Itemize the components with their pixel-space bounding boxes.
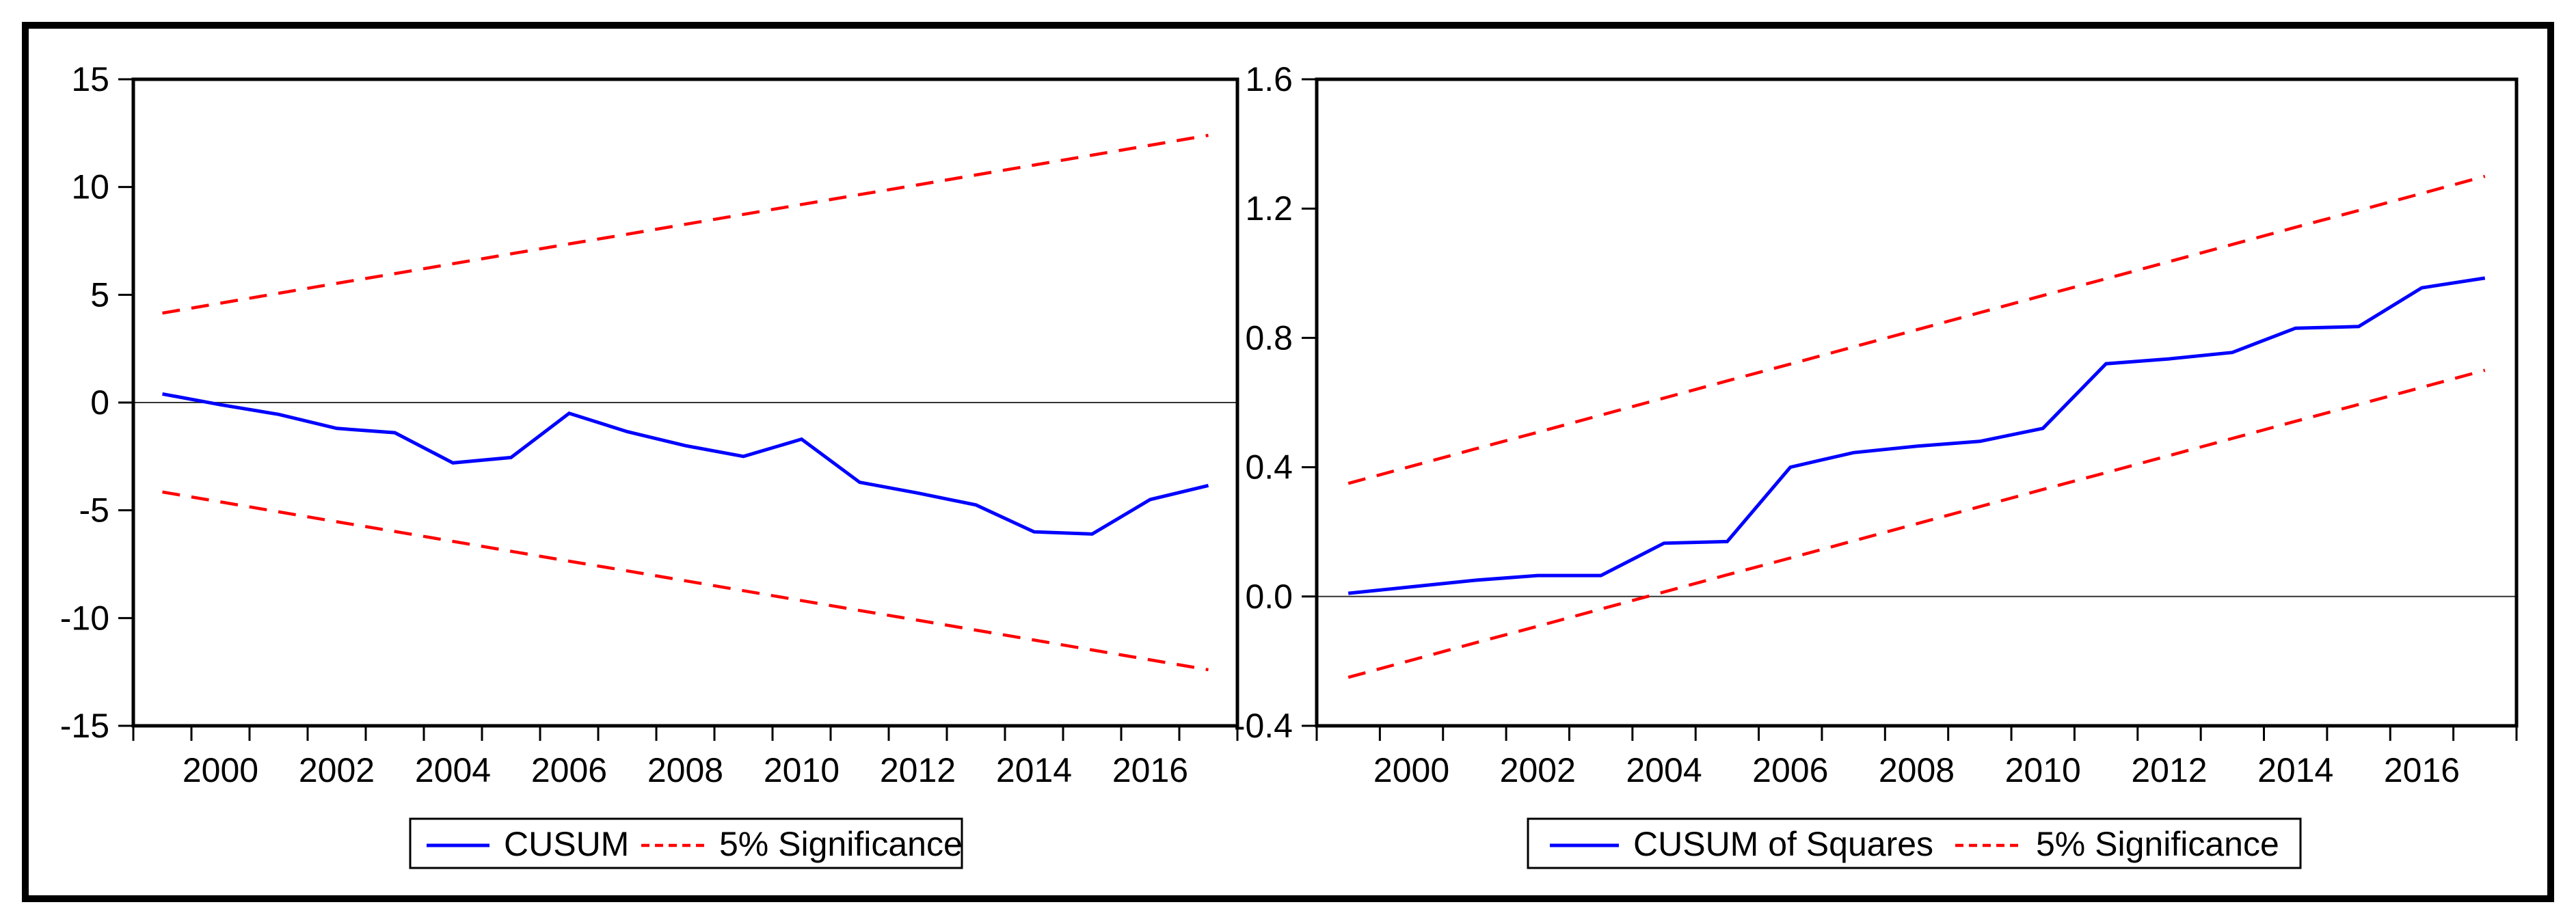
y-tick-label: 0.0	[1245, 578, 1293, 616]
y-tick-label: -0.4	[1234, 707, 1293, 745]
x-tick-label: 2000	[1373, 751, 1449, 789]
y-tick-label: 0.4	[1245, 448, 1293, 487]
x-tick-label: 2014	[2257, 751, 2333, 789]
x-tick-label: 2014	[996, 751, 1072, 789]
legend: CUSUM of Squares 5% Significance	[1527, 817, 2302, 869]
y-tick-label: 1.2	[1245, 189, 1293, 228]
x-tick-label: 2016	[1112, 751, 1188, 789]
x-tick-label: 2004	[415, 751, 491, 789]
x-tick-label: 2010	[2005, 751, 2081, 789]
x-tick-label: 2000	[183, 751, 258, 789]
x-tick-label: 2006	[531, 751, 607, 789]
y-tick-label: 15	[71, 60, 109, 98]
x-tick-label: 2008	[647, 751, 723, 789]
x-tick-label: 2002	[299, 751, 375, 789]
y-tick-label: 10	[71, 168, 109, 206]
outer-frame	[22, 22, 2554, 902]
significance-upper-line	[162, 133, 1209, 315]
y-tick-label: -5	[79, 491, 109, 530]
significance-lower-line	[162, 490, 1209, 672]
y-tick-label: 0.8	[1245, 318, 1293, 357]
legend: CUSUM 5% Significance	[409, 817, 963, 869]
x-tick-label: 2016	[2384, 751, 2460, 789]
plot-border	[1315, 77, 2519, 728]
legend-label: 5% Significance	[719, 825, 963, 863]
legend-box	[1527, 817, 2302, 869]
cusum-of-squares-line	[1347, 276, 2486, 595]
x-tick-label: 2006	[1752, 751, 1828, 789]
cusum-panel: -15 -10 -5 0 5 10 15 2000 2002 2004 2006 2008 2010 20…	[60, 60, 1239, 869]
y-tick-label: 1.6	[1245, 60, 1293, 98]
legend-label: 5% Significance	[2036, 825, 2279, 863]
x-tick-label: 2004	[1626, 751, 1702, 789]
x-tick-label: 2010	[764, 751, 840, 789]
x-tick-label: 2012	[2131, 751, 2207, 789]
cusum-of-squares-panel: -0.4 0.0 0.4 0.8 1.2 1.6 2000 2002 2004 2006 2008 2…	[1234, 60, 2519, 869]
legend-box	[409, 817, 963, 869]
legend-label: CUSUM of Squares	[1633, 825, 1933, 863]
x-tick-label: 2002	[1500, 751, 1576, 789]
y-tick-label: 0	[90, 383, 109, 422]
x-tick-label: 2008	[1879, 751, 1955, 789]
legend-label: CUSUM	[504, 825, 629, 863]
significance-lower-line	[1347, 368, 2486, 679]
y-tick-label: -15	[60, 707, 109, 745]
x-tick-label: 2012	[880, 751, 956, 789]
cusum-line	[162, 392, 1209, 536]
y-tick-label: 5	[90, 275, 109, 314]
significance-upper-line	[1347, 174, 2486, 485]
y-tick-label: -10	[60, 599, 109, 637]
